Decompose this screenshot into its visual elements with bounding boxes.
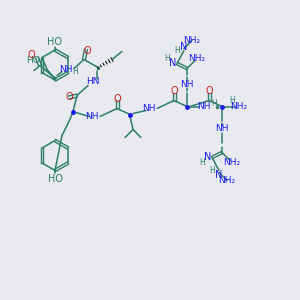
Text: NH: NH <box>142 104 156 113</box>
Text: O: O <box>170 86 178 97</box>
Text: O: O <box>113 94 121 104</box>
Text: H: H <box>199 158 205 167</box>
Text: H: H <box>174 46 180 55</box>
Text: NH₂: NH₂ <box>188 54 206 63</box>
Text: NH₂: NH₂ <box>183 36 201 45</box>
Text: O: O <box>205 86 213 97</box>
Text: H: H <box>209 166 215 175</box>
Text: H: H <box>211 99 217 108</box>
Text: NH₂: NH₂ <box>218 176 236 185</box>
Text: HN: HN <box>86 77 100 86</box>
Text: O: O <box>27 50 35 61</box>
Text: NH: NH <box>215 124 229 133</box>
Text: HO: HO <box>26 56 40 65</box>
Text: NH: NH <box>180 80 194 89</box>
Text: N: N <box>215 169 223 179</box>
Text: NH₂: NH₂ <box>230 102 248 111</box>
Text: NH₂: NH₂ <box>224 158 241 167</box>
Text: N: N <box>180 41 188 52</box>
Text: NH: NH <box>85 112 99 121</box>
Text: O: O <box>83 46 91 56</box>
Text: O: O <box>65 92 73 103</box>
Text: N: N <box>204 152 212 163</box>
Text: H: H <box>164 54 170 63</box>
Text: H: H <box>72 67 78 76</box>
Text: H: H <box>229 96 235 105</box>
Text: N: N <box>169 58 177 68</box>
Text: HO: HO <box>47 37 62 47</box>
Text: HO: HO <box>47 173 62 184</box>
Text: NH: NH <box>197 102 211 111</box>
Text: NH: NH <box>59 65 73 74</box>
